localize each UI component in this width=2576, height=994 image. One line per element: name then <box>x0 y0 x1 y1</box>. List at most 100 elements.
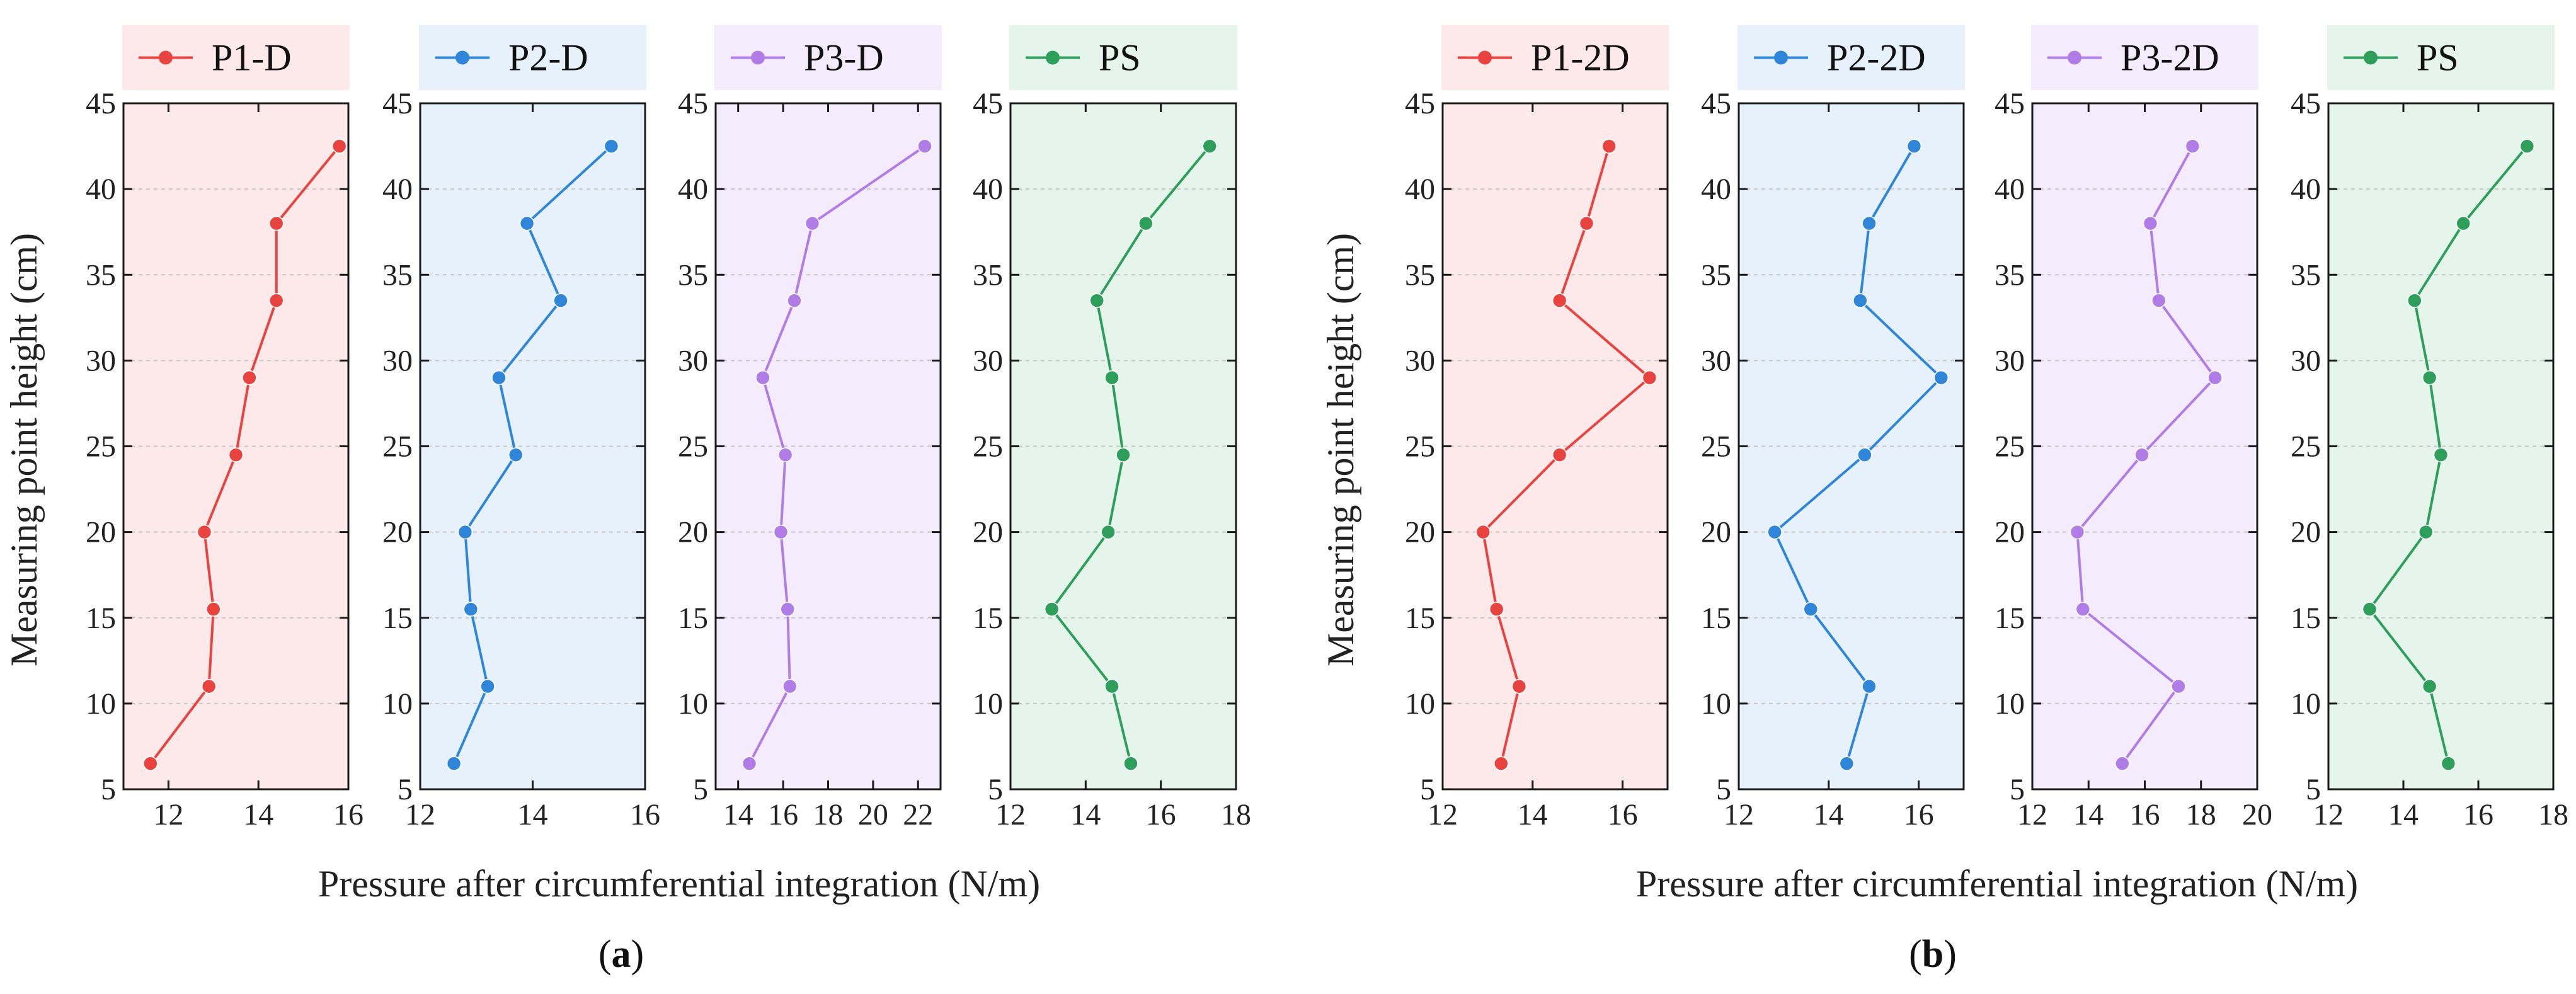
data-point <box>519 215 535 231</box>
y-tick-label: 20 <box>382 516 413 549</box>
x-tick-label: 16 <box>2130 798 2160 831</box>
legend-swatch-marker <box>159 50 173 65</box>
y-tick-label: 25 <box>1405 430 1435 464</box>
x-tick-label: 16 <box>1146 798 1176 831</box>
y-tick-label: 30 <box>678 344 708 377</box>
x-tick-label: 16 <box>1608 798 1638 831</box>
data-point <box>491 370 507 386</box>
x-tick-label: 12 <box>153 798 183 831</box>
data-point <box>1839 756 1855 771</box>
y-tick-label: 15 <box>382 602 413 635</box>
y-tick-label: 5 <box>1420 773 1435 806</box>
data-point <box>1642 370 1657 386</box>
data-point <box>331 139 347 154</box>
legend-swatch-marker <box>751 50 765 65</box>
y-tick-label: 40 <box>1995 173 2025 206</box>
x-tick-label: 12 <box>1724 798 1754 831</box>
data-point <box>2171 678 2186 694</box>
y-tick-label: 35 <box>973 258 1003 292</box>
y-tick-label: 35 <box>1995 258 2025 292</box>
data-point <box>508 447 524 462</box>
plot-background <box>716 103 941 789</box>
legend: P1-D <box>122 25 350 90</box>
data-point <box>1475 524 1491 540</box>
y-tick-label: 5 <box>2010 773 2025 806</box>
y-tick-label: 45 <box>1405 87 1435 120</box>
y-tick-label: 25 <box>973 430 1003 464</box>
y-axis-title-b: Measuring point height (cm) <box>1320 233 1361 666</box>
y-tick-label: 40 <box>382 173 413 206</box>
data-point <box>1933 370 1949 386</box>
x-tick-label: 12 <box>995 798 1026 831</box>
data-point <box>2422 370 2437 386</box>
x-tick-label: 16 <box>768 798 798 831</box>
data-point <box>206 602 221 617</box>
plot-background <box>1443 103 1668 789</box>
legend-label: P1-2D <box>1531 37 1630 79</box>
legend-label: P3-2D <box>2121 37 2219 79</box>
legend: PS <box>1009 25 1237 90</box>
y-tick-label: 45 <box>2291 87 2321 120</box>
x-tick-label: 16 <box>630 798 660 831</box>
x-tick-label: 16 <box>1904 798 1934 831</box>
legend: P2-D <box>419 25 646 90</box>
y-tick-label: 45 <box>86 87 116 120</box>
data-point <box>197 524 212 540</box>
data-point <box>2151 293 2167 308</box>
data-point <box>2519 139 2535 154</box>
y-tick-label: 5 <box>2306 773 2321 806</box>
data-point <box>1862 215 1877 231</box>
data-point <box>1511 678 1527 694</box>
x-axis-title-a: Pressure after circumferential integrati… <box>318 863 1040 905</box>
data-point <box>1601 139 1617 154</box>
plot-background <box>123 103 348 789</box>
panel-3: 5 10 15 20 25 30 35 40 45 14 16 18 20 22 P3-D <box>678 25 942 831</box>
data-point <box>1104 370 1119 386</box>
data-point <box>804 215 820 231</box>
y-tick-label: 20 <box>1405 516 1435 549</box>
y-tick-label: 25 <box>1995 430 2025 464</box>
x-tick-label: 14 <box>243 798 273 831</box>
panel-5: 5 10 15 20 25 30 35 40 45 12 14 16 P1-2D <box>1405 25 1669 831</box>
y-tick-label: 25 <box>678 430 708 464</box>
x-tick-label: 14 <box>2388 798 2419 831</box>
y-tick-label: 45 <box>1995 87 2025 120</box>
y-tick-label: 20 <box>2291 516 2321 549</box>
data-point <box>457 524 473 540</box>
data-point <box>1123 756 1138 771</box>
x-tick-label: 18 <box>1221 798 1251 831</box>
y-tick-label: 35 <box>382 258 413 292</box>
data-point <box>787 293 802 308</box>
data-point <box>741 756 757 771</box>
y-tick-label: 25 <box>86 430 116 464</box>
y-tick-label: 25 <box>1701 430 1731 464</box>
y-tick-label: 40 <box>86 173 116 206</box>
data-point <box>1906 139 1922 154</box>
y-tick-label: 5 <box>398 773 413 806</box>
y-tick-label: 20 <box>1701 516 1731 549</box>
y-tick-label: 5 <box>101 773 116 806</box>
y-tick-label: 40 <box>2291 173 2321 206</box>
data-point <box>201 678 217 694</box>
x-tick-label: 20 <box>858 798 888 831</box>
data-point <box>2422 678 2437 694</box>
y-tick-label: 10 <box>2291 687 2321 721</box>
data-point <box>1552 447 1567 462</box>
data-point <box>2075 602 2091 617</box>
panel-7: 5 10 15 20 25 30 35 40 45 12 14 16 18 20 P3-2D <box>1995 25 2272 831</box>
y-tick-label: 15 <box>1405 602 1435 635</box>
data-point <box>1202 139 1217 154</box>
data-point <box>2134 447 2150 462</box>
data-point <box>2185 139 2201 154</box>
y-axis-title-a: Measuring point height (cm) <box>3 233 45 666</box>
y-tick-label: 40 <box>1701 173 1731 206</box>
y-tick-label: 40 <box>973 173 1003 206</box>
x-tick-label: 16 <box>2463 798 2493 831</box>
y-tick-label: 30 <box>1405 344 1435 377</box>
data-point <box>2362 602 2378 617</box>
caption-a: (a) <box>598 933 644 976</box>
data-point <box>2441 756 2456 771</box>
data-point <box>1857 447 1872 462</box>
y-tick-label: 15 <box>973 602 1003 635</box>
panel-6: 5 10 15 20 25 30 35 40 45 12 14 16 P2-2D <box>1701 25 1965 831</box>
